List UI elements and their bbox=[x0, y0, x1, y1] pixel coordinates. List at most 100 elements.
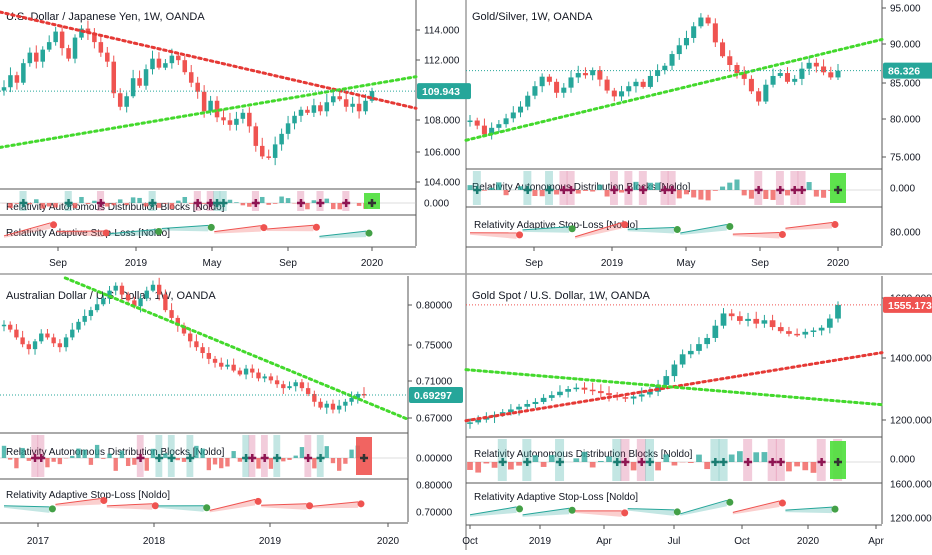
candle-body bbox=[647, 392, 653, 395]
candle-body bbox=[582, 388, 588, 390]
candle-body bbox=[516, 407, 522, 410]
distribution-bar bbox=[467, 462, 473, 470]
stop-loss-dot bbox=[155, 228, 162, 235]
candle-body bbox=[619, 91, 624, 96]
distribution-bar bbox=[28, 203, 33, 204]
candle-body bbox=[228, 120, 233, 125]
stop-loss-dot bbox=[516, 231, 523, 238]
stop-loss-dot bbox=[674, 508, 681, 515]
candle-body bbox=[114, 286, 118, 291]
price-tick-label: 95.000 bbox=[890, 4, 921, 15]
distribution-bar bbox=[696, 455, 702, 462]
candle-body bbox=[305, 110, 310, 113]
distribution-bar bbox=[124, 203, 129, 205]
distribution-bar bbox=[20, 448, 24, 458]
distribution-bar bbox=[598, 461, 604, 462]
time-tick-label: Jul bbox=[668, 536, 681, 547]
candle-body bbox=[720, 42, 725, 56]
distribution-bar bbox=[749, 190, 754, 199]
indicator-tick-label: 0.000 bbox=[890, 184, 915, 195]
distribution-bar bbox=[92, 201, 97, 203]
distribution-bar bbox=[114, 458, 118, 471]
candle-body bbox=[183, 60, 188, 72]
time-tick-label: 2019 bbox=[259, 536, 282, 547]
time-tick-label: 2017 bbox=[27, 536, 50, 547]
price-tick-label: 1400.000 bbox=[890, 354, 932, 365]
candle-body bbox=[312, 105, 317, 113]
candle-body bbox=[680, 354, 686, 364]
time-tick-label: Sep bbox=[525, 258, 543, 269]
stop-loss-dot bbox=[621, 509, 628, 516]
distribution-bar bbox=[489, 188, 494, 190]
indicator-label-stop-loss: Relativity Adaptive Stop-Loss [Noldo] bbox=[474, 492, 638, 503]
distribution-bar bbox=[605, 190, 610, 197]
stop-loss-dot bbox=[306, 502, 313, 509]
candle-body bbox=[612, 91, 617, 97]
distribution-bar bbox=[337, 458, 341, 471]
candle-body bbox=[583, 73, 588, 75]
last-price-label: 0.69297 bbox=[414, 390, 452, 402]
candle-body bbox=[144, 69, 149, 86]
distribution-bar bbox=[157, 203, 162, 208]
stop-loss-dot bbox=[674, 226, 681, 233]
price-tick-label: 108.000 bbox=[424, 116, 461, 127]
candle-body bbox=[756, 91, 761, 101]
candle-body bbox=[532, 86, 537, 95]
candle-body bbox=[20, 337, 24, 344]
distribution-bar bbox=[79, 197, 84, 203]
candle-body bbox=[286, 123, 291, 134]
candle-body bbox=[688, 351, 694, 354]
candle-body bbox=[554, 82, 559, 93]
distribution-bar bbox=[753, 452, 759, 462]
candle-body bbox=[111, 62, 116, 94]
distribution-bar bbox=[349, 450, 353, 458]
distribution-bar bbox=[70, 456, 74, 458]
stop-loss-dot bbox=[832, 506, 839, 513]
distribution-bar bbox=[14, 458, 18, 468]
distribution-bar bbox=[631, 462, 637, 470]
candle-body bbox=[126, 295, 130, 301]
time-tick-label: Apr bbox=[596, 536, 612, 547]
candle-body bbox=[151, 285, 155, 291]
candle-body bbox=[792, 79, 797, 82]
stop-loss-dot bbox=[152, 502, 159, 509]
stop-loss-dot bbox=[779, 500, 786, 507]
stop-loss-dot bbox=[366, 230, 373, 237]
distribution-bar bbox=[101, 458, 105, 459]
candle-body bbox=[337, 406, 341, 410]
distribution-bar bbox=[467, 185, 472, 190]
candle-body bbox=[504, 118, 509, 124]
candle-body bbox=[729, 313, 735, 316]
distribution-bar bbox=[811, 462, 817, 473]
distribution-bar bbox=[597, 185, 602, 190]
candle-body bbox=[138, 298, 142, 306]
candle-body bbox=[749, 79, 754, 91]
candle-body bbox=[639, 394, 645, 396]
distribution-bar bbox=[131, 197, 136, 203]
indicator-tick-label: 0.000 bbox=[424, 199, 449, 210]
candle-body bbox=[704, 338, 710, 344]
candle-body bbox=[238, 371, 242, 375]
distribution-bar bbox=[45, 458, 49, 467]
distribution-bar bbox=[688, 462, 694, 463]
candle-body bbox=[208, 101, 213, 112]
chart-title: Gold Spot / U.S. Dollar, 1W, OANDA bbox=[472, 290, 651, 302]
distribution-bar bbox=[294, 456, 298, 458]
candle-body bbox=[662, 66, 667, 70]
stop-loss-dot bbox=[779, 231, 786, 238]
distribution-bar bbox=[771, 190, 776, 200]
distribution-bar bbox=[663, 454, 669, 462]
distribution-bar bbox=[225, 458, 229, 466]
stop-loss-dot bbox=[569, 507, 576, 514]
candle-body bbox=[219, 363, 223, 367]
candle-body bbox=[21, 63, 26, 83]
candle-body bbox=[124, 96, 129, 107]
distribution-bar bbox=[8, 203, 13, 208]
time-tick-label: Oct bbox=[734, 536, 750, 547]
distribution-bar bbox=[727, 183, 732, 190]
distribution-bar bbox=[672, 462, 678, 465]
time-tick-label: 2020 bbox=[361, 258, 384, 269]
candle-body bbox=[835, 71, 840, 78]
candle-body bbox=[482, 126, 487, 135]
